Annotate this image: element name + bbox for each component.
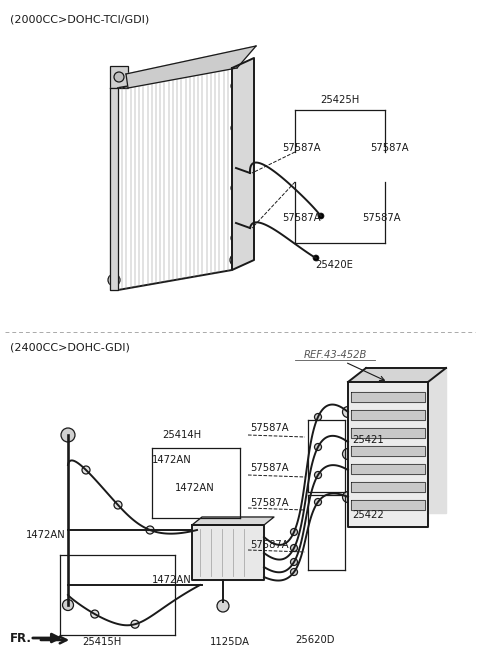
Polygon shape — [192, 525, 264, 580]
Text: 1472AN: 1472AN — [152, 575, 192, 585]
Text: 1472AN: 1472AN — [26, 530, 66, 540]
Text: 1472AN: 1472AN — [175, 483, 215, 493]
Text: 57587A: 57587A — [282, 143, 321, 153]
Text: 57587A: 57587A — [282, 213, 321, 223]
Circle shape — [314, 498, 322, 506]
Polygon shape — [192, 517, 274, 525]
Polygon shape — [126, 46, 256, 88]
Polygon shape — [366, 368, 446, 513]
Text: 57587A: 57587A — [250, 463, 288, 473]
Polygon shape — [348, 368, 446, 382]
Text: 25420E: 25420E — [315, 260, 353, 270]
Circle shape — [431, 448, 443, 460]
Polygon shape — [348, 382, 428, 527]
Circle shape — [314, 471, 322, 479]
Text: 25620D: 25620D — [295, 635, 335, 645]
Circle shape — [343, 491, 353, 502]
Circle shape — [314, 444, 322, 451]
Polygon shape — [351, 392, 425, 402]
Polygon shape — [351, 428, 425, 438]
Circle shape — [247, 169, 253, 177]
Circle shape — [114, 72, 124, 82]
Text: 25422: 25422 — [352, 510, 384, 520]
Text: 1125DA: 1125DA — [210, 637, 250, 647]
Polygon shape — [351, 482, 425, 492]
Circle shape — [231, 233, 241, 243]
Circle shape — [230, 254, 242, 266]
Circle shape — [290, 545, 298, 551]
Text: FR.: FR. — [10, 632, 32, 645]
Circle shape — [231, 183, 241, 193]
Circle shape — [231, 81, 241, 91]
Circle shape — [432, 375, 442, 385]
Circle shape — [131, 620, 139, 628]
Text: 25415H: 25415H — [82, 637, 121, 647]
Text: 1472AN: 1472AN — [152, 455, 192, 465]
Polygon shape — [351, 464, 425, 474]
Text: 57587A: 57587A — [362, 213, 401, 223]
Circle shape — [82, 466, 90, 474]
Polygon shape — [232, 58, 254, 270]
Circle shape — [290, 528, 298, 536]
Circle shape — [343, 406, 353, 418]
Circle shape — [314, 414, 322, 420]
Text: 57587A: 57587A — [250, 540, 288, 550]
Circle shape — [114, 501, 122, 509]
Text: 57587A: 57587A — [250, 498, 288, 508]
Text: REF.43-452B: REF.43-452B — [303, 350, 367, 360]
Polygon shape — [351, 446, 425, 456]
Circle shape — [248, 226, 252, 230]
Text: 25414H: 25414H — [162, 430, 201, 440]
Circle shape — [108, 274, 120, 286]
Circle shape — [290, 559, 298, 565]
Circle shape — [343, 448, 353, 459]
Circle shape — [91, 610, 99, 618]
Text: 57587A: 57587A — [370, 143, 408, 153]
Polygon shape — [110, 88, 118, 290]
Text: (2000CC>DOHC-TCI/GDI): (2000CC>DOHC-TCI/GDI) — [10, 14, 149, 24]
Bar — [110, 66, 128, 88]
Circle shape — [61, 428, 75, 442]
Circle shape — [290, 569, 298, 575]
Circle shape — [62, 600, 73, 610]
Circle shape — [146, 526, 154, 534]
Text: 57587A: 57587A — [250, 423, 288, 433]
Circle shape — [231, 123, 241, 133]
Text: 25425H: 25425H — [320, 95, 360, 105]
Circle shape — [217, 600, 229, 612]
Polygon shape — [351, 500, 425, 510]
Polygon shape — [351, 410, 425, 420]
Text: (2400CC>DOHC-GDI): (2400CC>DOHC-GDI) — [10, 342, 130, 352]
Circle shape — [318, 213, 324, 219]
Text: 25421: 25421 — [352, 435, 384, 445]
Circle shape — [313, 255, 319, 261]
